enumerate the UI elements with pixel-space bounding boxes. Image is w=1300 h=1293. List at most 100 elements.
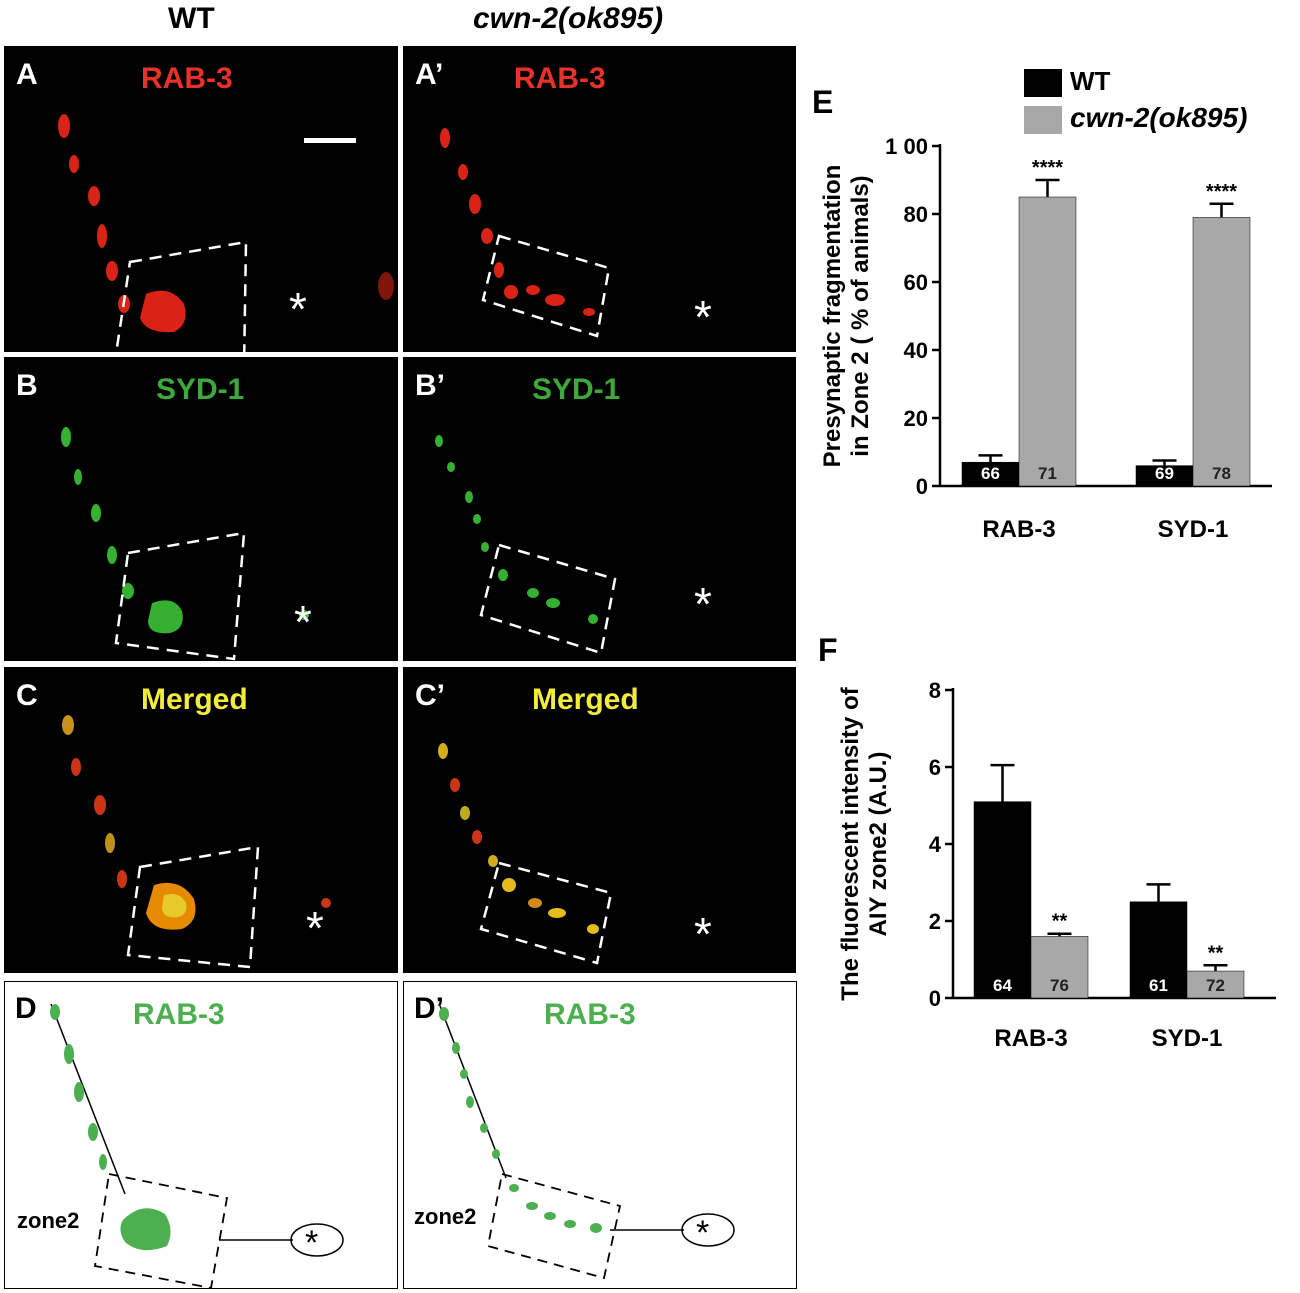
panel-label: C’ (415, 679, 445, 712)
legend-swatch-mutant (1024, 105, 1062, 134)
y-axis-label-0-0: Presynaptic fragmentation (819, 165, 846, 468)
bar-1-SYD-1-cwn-2(ok895) (1186, 970, 1245, 999)
panel-d-schematic-wt: D RAB-3 zone2 * (4, 981, 398, 1289)
panel-a2-rab3-mutant: A’ RAB-3 * (403, 46, 796, 352)
panel-label-e: E (812, 84, 834, 120)
category-label-1-0: RAB-3 (994, 1025, 1067, 1052)
asterisk: * (694, 578, 712, 630)
asterisk: * (294, 596, 312, 648)
y-axis-label-1-1: AIY zone2 (A.U.) (865, 752, 892, 937)
rab3-puncta (58, 114, 394, 333)
micrograph-a2 (440, 128, 611, 338)
zone-box (481, 234, 611, 338)
panel-label: A’ (415, 58, 444, 91)
zone-box (93, 1172, 229, 1288)
schematic-d2 (439, 1005, 735, 1280)
panel-title: RAB-3 (141, 62, 233, 95)
panel-label: B’ (415, 369, 445, 402)
legend-swatch-wt (1024, 69, 1062, 98)
y-tick-label-1-0: 0 (929, 986, 941, 1011)
panel-label: D (15, 992, 37, 1025)
asterisk: * (305, 1224, 319, 1262)
rab3-schematic-puncta (439, 1007, 602, 1233)
panel-title: Merged (532, 683, 639, 716)
micrograph-c2 (438, 743, 613, 965)
panel-label: D’ (414, 992, 444, 1025)
micrograph-b2 (435, 435, 617, 655)
scale-bar (304, 138, 356, 143)
y-tick-label-0-0: 0 (916, 474, 928, 499)
category-label-0-1: SYD-1 (1158, 516, 1229, 543)
zone-box (479, 543, 617, 655)
panel-title: RAB-3 (133, 998, 225, 1031)
y-axis-label-1-0: The fluorescent intensity of (837, 686, 864, 1000)
panel-label: A (16, 58, 38, 91)
significance-0-0-1: **** (1032, 157, 1063, 179)
significance-1-1-1: ** (1208, 942, 1224, 964)
target-cell (681, 1213, 735, 1247)
significance-1-0-1: ** (1052, 911, 1068, 933)
rab3-schematic-puncta (50, 1004, 171, 1251)
schematic-d (50, 1003, 344, 1288)
bar-0-SYD-1-cwn-2(ok895) (1192, 217, 1251, 487)
y-tick-label-1-3: 6 (929, 755, 941, 780)
bar-0-RAB-3-WT (961, 461, 1020, 487)
header-wt: WT (168, 2, 215, 35)
n-label-0-0-0: 66 (981, 464, 1000, 483)
n-label-0-1-0: 69 (1155, 464, 1174, 483)
rab3-puncta (440, 128, 595, 316)
asterisk: * (289, 283, 307, 335)
panel-label: C (16, 679, 38, 712)
bar-1-RAB-3-WT (973, 801, 1032, 999)
panel-d2-schematic-mutant: D’ RAB-3 zone2 * (403, 981, 797, 1289)
y-tick-label-0-3: 60 (904, 270, 928, 295)
legend-wt: WT (1024, 66, 1111, 98)
y-tick-label-1-4: 8 (929, 678, 941, 703)
panel-c2-merged-mutant: C’ Merged * (403, 667, 796, 973)
syd1-puncta (61, 427, 309, 634)
bar-1-RAB-3-cwn-2(ok895) (1030, 936, 1089, 999)
micrograph-c (62, 715, 331, 969)
n-label-0-1-1: 78 (1212, 464, 1231, 483)
bar-1-SYD-1-WT (1129, 901, 1188, 999)
asterisk: * (694, 291, 712, 343)
panel-title: Merged (141, 683, 248, 716)
y-tick-label-0-2: 40 (904, 338, 928, 363)
asterisk: * (696, 1214, 710, 1252)
y-tick-label-0-1: 20 (904, 406, 928, 431)
zone-box (486, 1172, 622, 1280)
zone-label: zone2 (414, 1204, 477, 1229)
category-label-1-1: SYD-1 (1152, 1025, 1223, 1052)
micrograph-b (61, 427, 309, 661)
n-label-1-0-0: 64 (993, 976, 1012, 995)
syd1-puncta (435, 435, 598, 624)
asterisk: * (694, 908, 712, 960)
panel-title: SYD-1 (156, 373, 245, 406)
bar-0-RAB-3-cwn-2(ok895) (1018, 196, 1077, 487)
micrograph-a (58, 114, 394, 352)
bar-0-SYD-1-WT (1135, 465, 1194, 487)
category-label-0-0: RAB-3 (982, 516, 1055, 543)
target-cell (290, 1223, 344, 1257)
zone-box (114, 531, 246, 661)
y-tick-label-1-2: 4 (929, 832, 942, 857)
y-tick-label-1-1: 2 (929, 909, 941, 934)
panel-b-syd1-wt: B SYD-1 * (4, 357, 398, 661)
axon-line (50, 1003, 126, 1195)
y-tick-label-0-5: 1 00 (885, 134, 928, 159)
y-tick-label-0-4: 80 (904, 202, 928, 227)
n-label-1-1-0: 61 (1149, 976, 1168, 995)
panel-title: RAB-3 (544, 998, 636, 1031)
y-axis-label-0-1: in Zone 2 ( % of animals) (847, 175, 874, 456)
asterisk: * (306, 902, 324, 954)
merged-puncta (62, 715, 331, 930)
zone-box (115, 240, 248, 352)
panel-a-rab3-wt: A RAB-3 * (4, 46, 398, 352)
legend-mutant: cwn-2(ok895) (1024, 102, 1247, 134)
panel-label: B (16, 369, 38, 402)
n-label-0-0-1: 71 (1038, 464, 1057, 483)
zone-label: zone2 (17, 1208, 80, 1233)
legend-label-wt: WT (1070, 66, 1111, 96)
panel-c-merged-wt: C Merged * (4, 667, 398, 973)
n-label-1-1-1: 72 (1206, 976, 1225, 995)
